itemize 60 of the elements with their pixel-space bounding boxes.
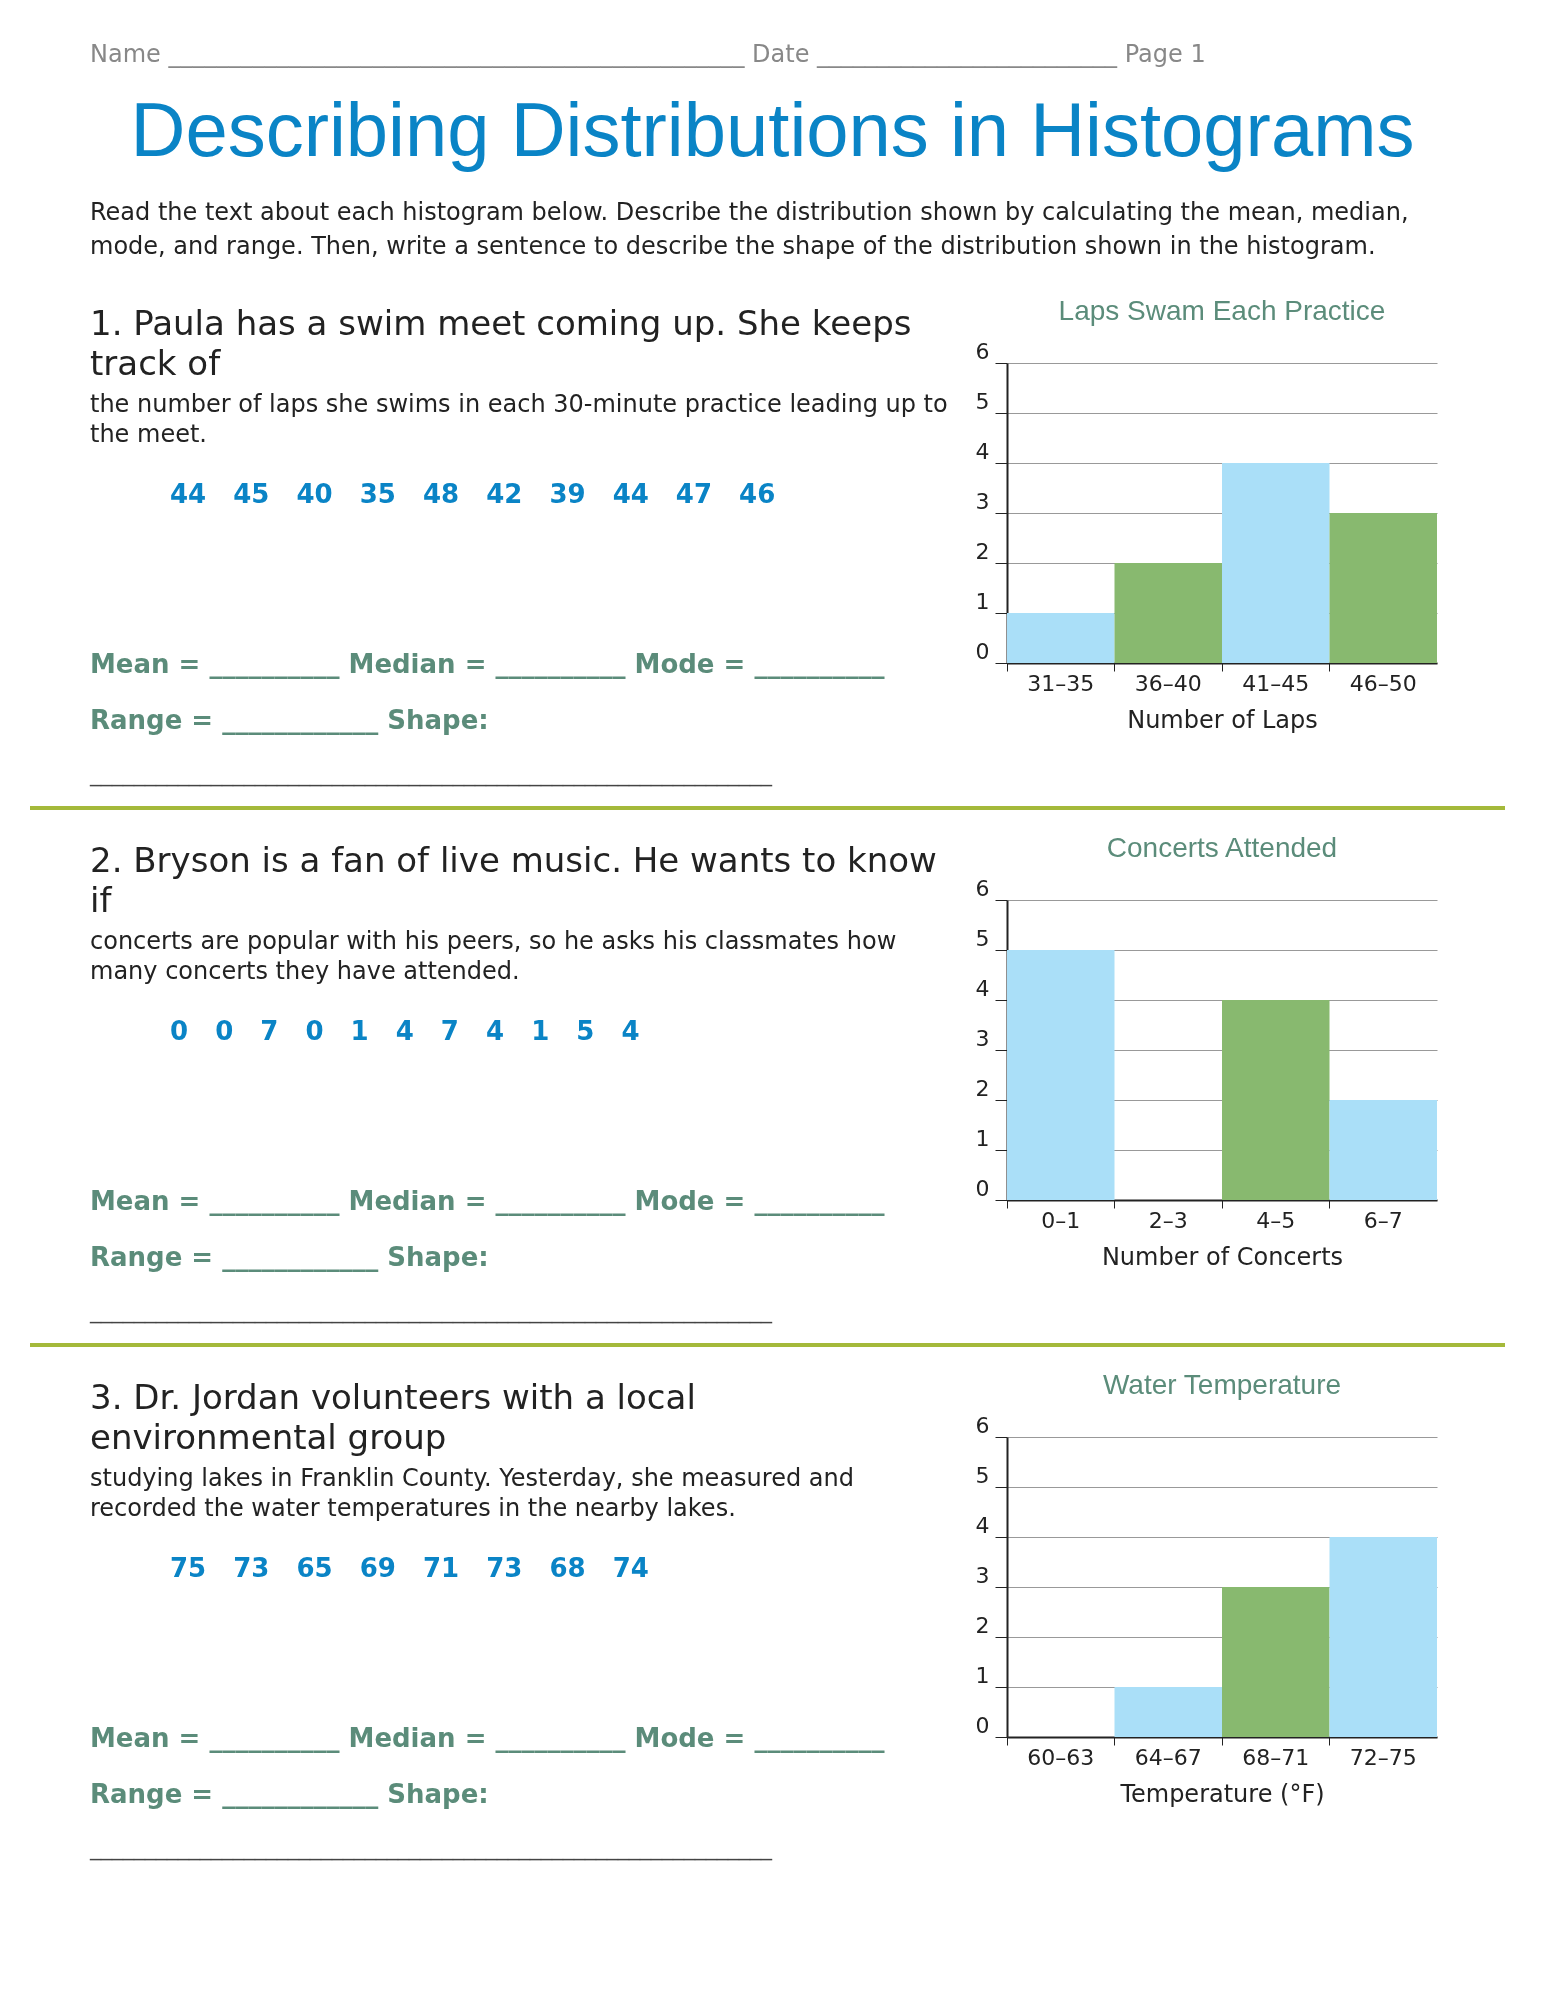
text: Range = ____________ Shape:	[90, 1779, 490, 1809]
text: Read the text about each histogram below. Describe the distribution shown by calculating the mean, median, mode, and range. Then, write a sentence to describe the shape of the distribution shown in the histogram.	[90, 197, 1410, 262]
text: Name ________________________________________________ Date _________________________ Page 1	[90, 40, 1207, 68]
text: ______________________________________________________________	[90, 1298, 774, 1323]
chart-title: Concerts Attended	[1106, 832, 1338, 863]
y-tick-label: 6	[975, 338, 990, 364]
text: Mean = __________ Median = __________ Mode = __________	[90, 1723, 886, 1753]
text: 2. Bryson is a fan of live music. He wants to know if	[90, 840, 938, 920]
text: 0 0 7 0 1 4 7 4 1 5 4	[170, 1016, 641, 1046]
x-tick-label: 46–50	[1349, 670, 1417, 696]
text: Range = ____________ Shape:	[90, 705, 490, 735]
y-tick-label: 1	[975, 1125, 990, 1151]
x-tick-label: 31–35	[1027, 670, 1095, 696]
y-tick-label: 4	[975, 1512, 990, 1538]
y-tick-label: 6	[975, 875, 990, 901]
y-tick-label: 2	[975, 538, 990, 564]
text: studying lakes in Franklin County. Yesterday, she measured and recorded the water temperatures in the nearby lakes.	[90, 1463, 855, 1523]
x-tick-label: 0–1	[1041, 1207, 1081, 1233]
y-tick-label: 5	[975, 388, 990, 414]
x-tick-label: 64–67	[1134, 1744, 1202, 1770]
text: 1. Paula has a swim meet coming up. She keeps track of	[90, 303, 913, 383]
y-tick-label: 6	[975, 1412, 990, 1438]
y-tick-label: 3	[975, 1562, 990, 1588]
y-tick-label: 2	[975, 1612, 990, 1638]
x-tick-label: 4–5	[1256, 1207, 1296, 1233]
y-tick-label: 5	[975, 925, 990, 951]
text: Mean = __________ Median = __________ Mode = __________	[90, 649, 886, 679]
text: 75 73 65 69 71 73 68 74	[170, 1553, 650, 1583]
x-axis-title: Temperature (°F)	[1119, 1779, 1325, 1808]
y-tick-label: 0	[975, 1175, 990, 1201]
x-tick-label: 6–7	[1363, 1207, 1403, 1233]
y-tick-label: 0	[975, 1712, 990, 1738]
x-tick-label: 72–75	[1349, 1744, 1417, 1770]
text: Range = ____________ Shape:	[90, 1242, 490, 1272]
y-tick-label: 3	[975, 488, 990, 514]
x-tick-label: 36–40	[1134, 670, 1202, 696]
y-tick-label: 1	[975, 1662, 990, 1688]
y-tick-label: 5	[975, 1462, 990, 1488]
y-tick-label: 4	[975, 438, 990, 464]
x-tick-label: 41–45	[1242, 670, 1310, 696]
text: ______________________________________________________________	[90, 761, 774, 786]
text: the number of laps she swims in each 30-minute practice leading up to the meet.	[90, 389, 949, 449]
text: 44 45 40 35 48 42 39 44 47 46	[170, 479, 777, 509]
y-tick-label: 1	[975, 588, 990, 614]
text: Describing Distributions in Histograms	[129, 86, 1416, 173]
x-axis-title: Number of Laps	[1127, 705, 1318, 734]
text: ______________________________________________________________	[90, 1835, 774, 1860]
x-tick-label: 68–71	[1242, 1744, 1310, 1770]
text: 3. Dr. Jordan volunteers with a local environmental group	[90, 1377, 697, 1457]
chart-title: Laps Swam Each Practice	[1058, 295, 1386, 326]
y-tick-label: 3	[975, 1025, 990, 1051]
y-tick-label: 0	[975, 638, 990, 664]
x-axis-title: Number of Concerts	[1101, 1242, 1344, 1271]
x-tick-label: 60–63	[1027, 1744, 1095, 1770]
text: concerts are popular with his peers, so he asks his classmates how many concerts they have attended.	[90, 926, 898, 986]
text: Mean = __________ Median = __________ Mode = __________	[90, 1186, 886, 1216]
y-tick-label: 2	[975, 1075, 990, 1101]
y-tick-label: 4	[975, 975, 990, 1001]
chart-title: Water Temperature	[1102, 1369, 1342, 1400]
x-tick-label: 2–3	[1148, 1207, 1188, 1233]
